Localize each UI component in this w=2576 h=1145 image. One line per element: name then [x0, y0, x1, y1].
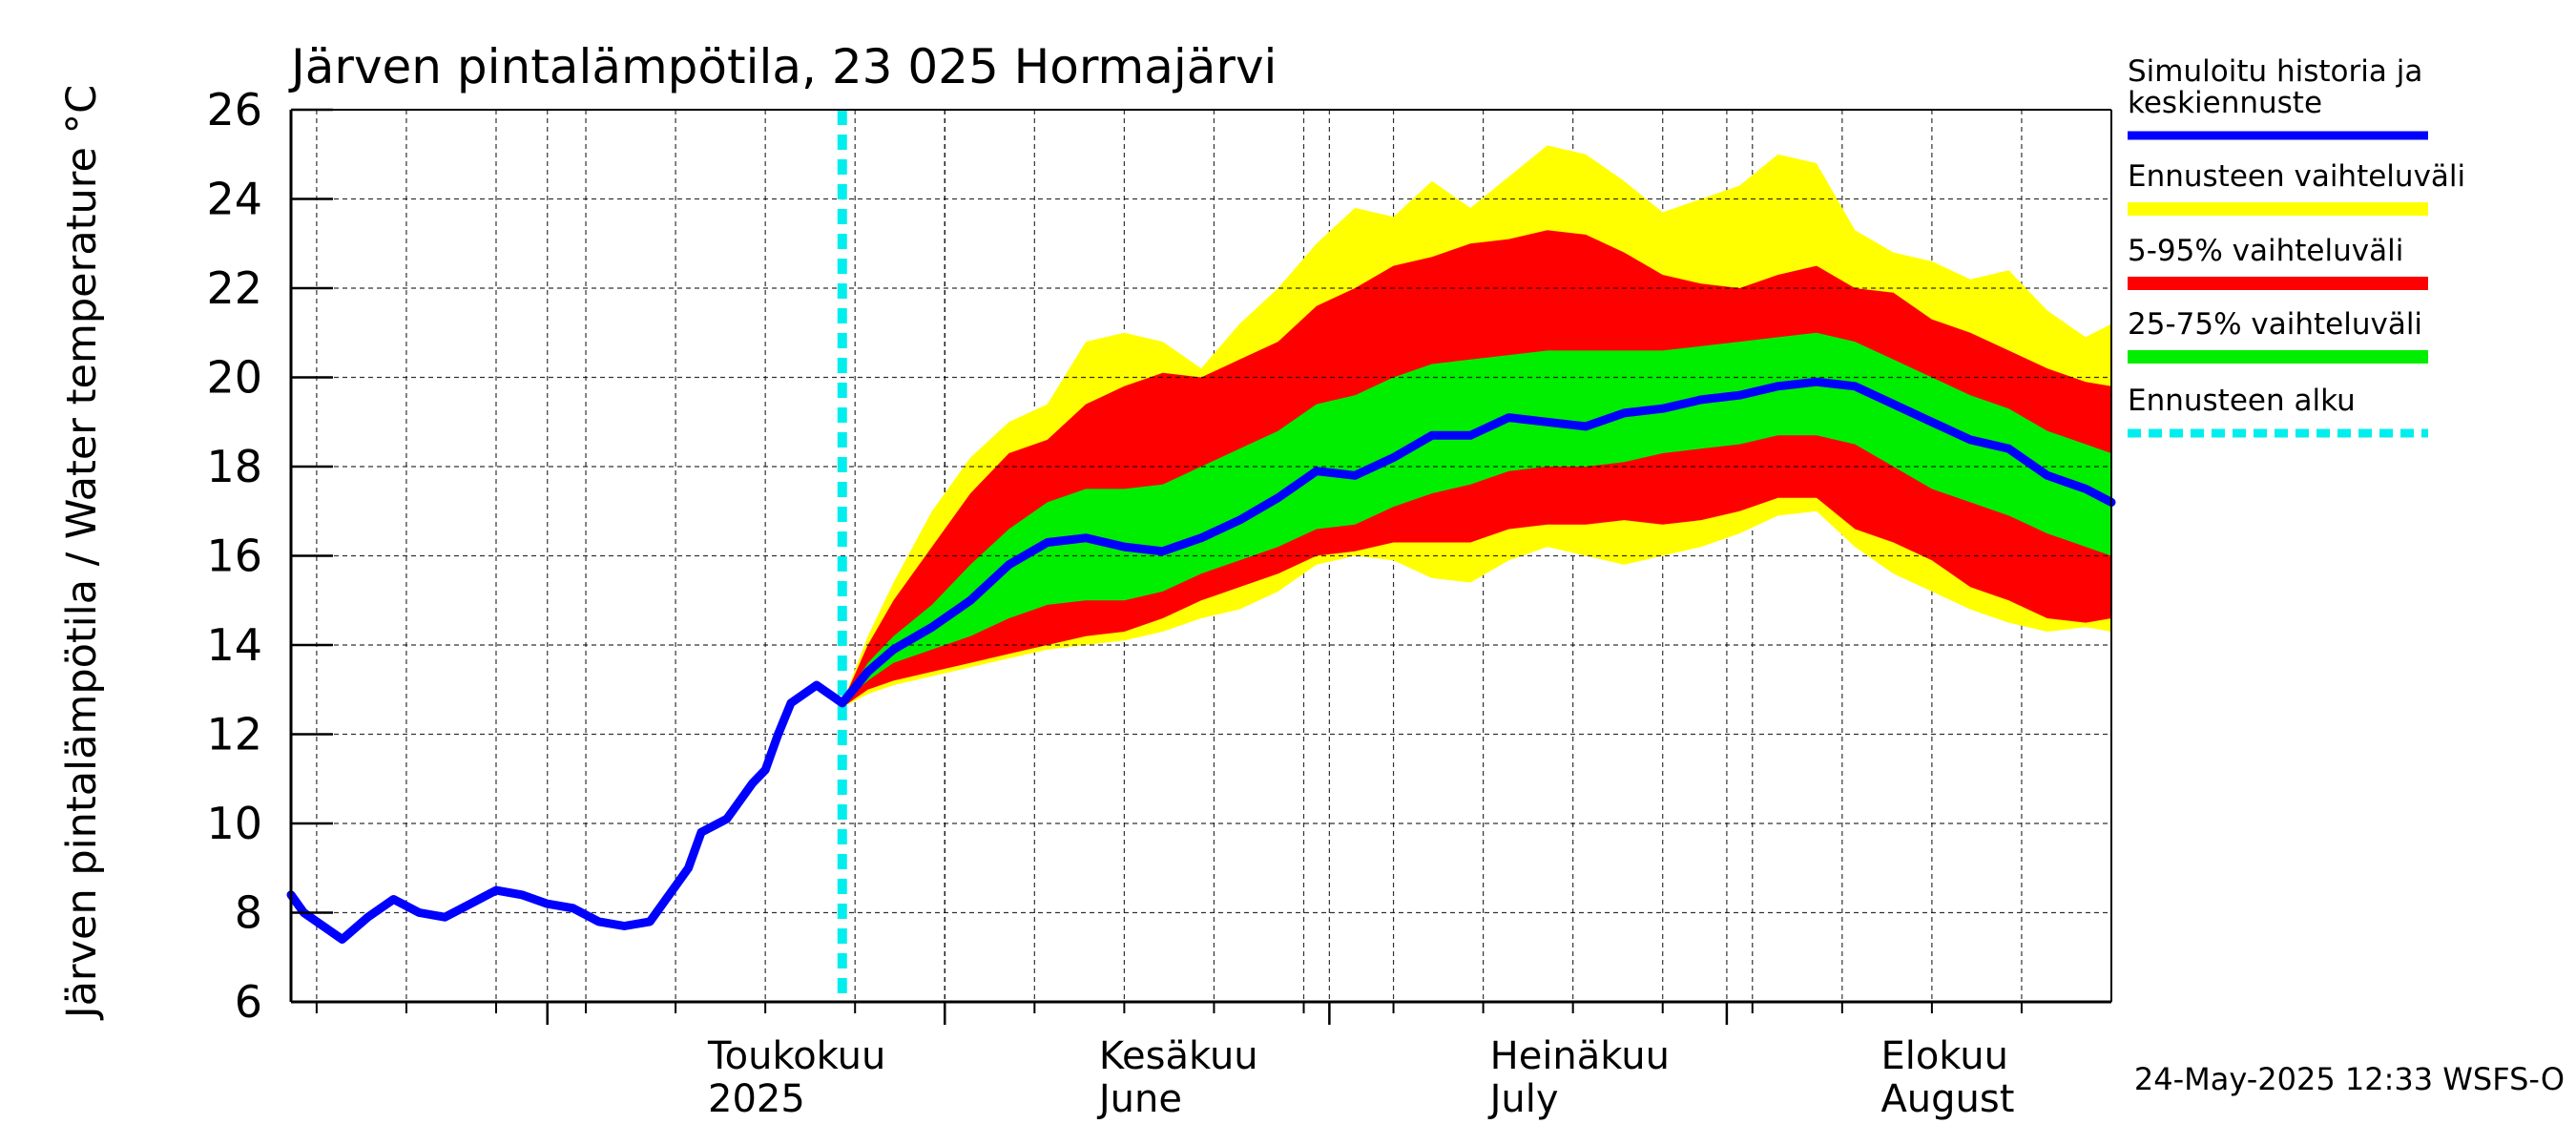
history-line	[286, 680, 847, 944]
y-tick-label: 16	[206, 531, 262, 582]
chart-title: Järven pintalämpötila, 23 025 Hormajärvi	[288, 39, 1277, 94]
y-tick-label: 22	[206, 262, 262, 314]
month-label-fi: Heinäkuu	[1490, 1034, 1670, 1078]
month-label-en: July	[1487, 1077, 1559, 1121]
legend-label: 25-75% vaihteluväli	[2128, 307, 2422, 342]
month-label-en: 2025	[708, 1077, 805, 1121]
y-axis-label: Järven pintalämpötila / Water temperatur…	[58, 85, 106, 1021]
timestamp: 24-May-2025 12:33 WSFS-O	[2134, 1061, 2565, 1097]
y-tick-label: 14	[206, 619, 262, 671]
y-tick-label: 24	[206, 174, 262, 225]
y-ticks: 6 8 10 12 14 16 18 20 22 24 26	[206, 84, 333, 1028]
legend-label: Simuloitu historia ja	[2128, 54, 2422, 89]
month-label-fi: Kesäkuu	[1099, 1034, 1258, 1078]
month-label-en: June	[1096, 1077, 1182, 1121]
y-tick-label: 10	[206, 798, 262, 849]
legend-label: Ennusteen alku	[2128, 384, 2356, 418]
median-lines	[286, 377, 2116, 944]
band-25-75	[841, 332, 2111, 703]
y-tick-label: 6	[235, 976, 262, 1028]
forecast-median-line	[838, 377, 2116, 708]
month-label-fi: Toukokuu	[707, 1034, 885, 1078]
y-tick-label: 8	[235, 887, 262, 939]
y-tick-label: 18	[206, 441, 262, 492]
forecast-bands	[841, 145, 2111, 708]
legend-label: 5-95% vaihteluväli	[2128, 234, 2403, 268]
month-label-en: August	[1880, 1077, 2014, 1121]
y-tick-label: 20	[206, 352, 262, 404]
legend-label: Ennusteen vaihteluväli	[2128, 159, 2465, 194]
y-tick-label: 12	[206, 709, 262, 760]
y-tick-label: 26	[206, 84, 262, 135]
legend-label: keskiennuste	[2128, 86, 2322, 120]
month-label-fi: Elokuu	[1880, 1034, 2008, 1078]
